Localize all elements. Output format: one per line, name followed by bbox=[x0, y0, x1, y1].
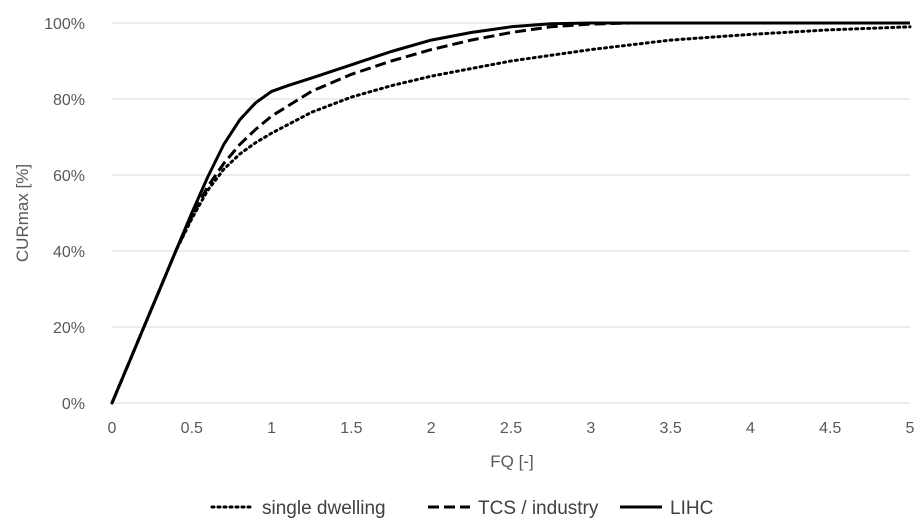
y-tick-labels: 0% 20% 40% 60% 80% 100% bbox=[44, 16, 85, 413]
x-tick-label: 0 bbox=[108, 420, 117, 437]
x-tick-label: 1.5 bbox=[340, 420, 362, 437]
data-series bbox=[110, 21, 912, 405]
x-tick-labels: 0 0.5 1 1.5 2 2.5 3 3.5 4 4.5 5 bbox=[108, 420, 914, 437]
x-tick-label: 3 bbox=[586, 420, 595, 437]
x-tick-label: 2 bbox=[427, 420, 436, 437]
legend-label: single dwelling bbox=[262, 498, 386, 519]
x-tick-label: 2.5 bbox=[500, 420, 522, 437]
x-tick-label: 5 bbox=[906, 420, 914, 437]
y-tick-label: 0% bbox=[62, 396, 85, 413]
series-line-dashed bbox=[110, 21, 910, 404]
y-tick-label: 60% bbox=[53, 168, 85, 185]
x-tick-label: 4 bbox=[746, 420, 755, 437]
x-tick-label: 3.5 bbox=[659, 420, 681, 437]
y-tick-label: 20% bbox=[53, 320, 85, 337]
legend: single dwelling TCS / industry LIHC bbox=[210, 498, 713, 519]
series-line-dotted bbox=[110, 25, 912, 405]
x-axis-title: FQ [-] bbox=[490, 452, 533, 471]
y-tick-label: 40% bbox=[53, 244, 85, 261]
y-tick-label: 100% bbox=[44, 16, 85, 33]
legend-label: LIHC bbox=[670, 498, 713, 519]
gridlines bbox=[112, 22, 910, 404]
legend-label: TCS / industry bbox=[478, 498, 599, 519]
x-tick-label: 1 bbox=[267, 420, 276, 437]
y-tick-label: 80% bbox=[53, 92, 85, 109]
x-tick-label: 0.5 bbox=[181, 420, 203, 437]
x-tick-label: 4.5 bbox=[819, 420, 841, 437]
series-line-solid bbox=[110, 21, 910, 404]
y-axis-title: CURmax [%] bbox=[13, 164, 32, 262]
